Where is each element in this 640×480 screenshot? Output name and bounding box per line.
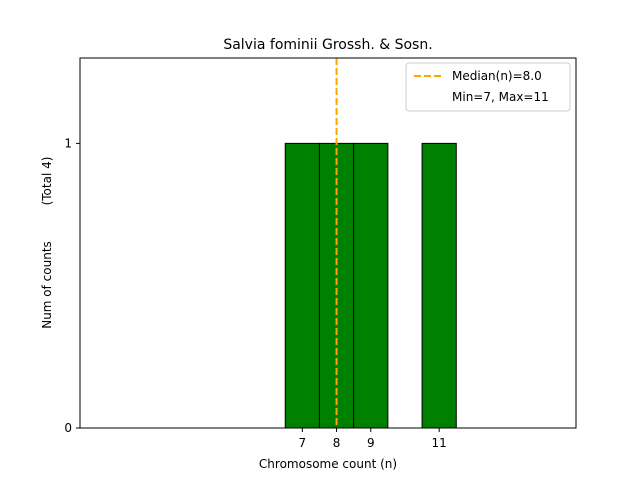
- y-axis-label: Num of counts: [40, 241, 54, 329]
- y-tick-label-1: 1: [64, 136, 72, 150]
- x-tick-label-8: 8: [333, 436, 341, 450]
- x-ticks: 7 8 9 11: [299, 428, 447, 450]
- plot-frame: [79, 57, 577, 429]
- x-axis-label: Chromosome count (n): [259, 457, 397, 471]
- x-tick-label-7: 7: [299, 436, 307, 450]
- legend-box: [405, 62, 571, 112]
- bar-11: [421, 142, 457, 429]
- bars: [284, 142, 457, 429]
- bar-7: [284, 142, 320, 429]
- x-tick-label-9: 9: [367, 436, 375, 450]
- x-tick-label-11: 11: [432, 436, 447, 450]
- legend-entry-median: Median(n)=8.0: [452, 69, 542, 83]
- y-tick-label-0: 0: [64, 421, 72, 435]
- y-axis-total-label: (Total 4): [40, 157, 54, 206]
- chart-title: Salvia fominii Grossh. & Sosn.: [223, 37, 432, 53]
- bar-8: [318, 142, 355, 429]
- bar-9: [353, 142, 389, 429]
- legend: Median(n)=8.0 Min=7, Max=11: [405, 62, 571, 112]
- legend-entry-minmax: Min=7, Max=11: [452, 90, 549, 104]
- y-ticks: 01: [64, 136, 80, 435]
